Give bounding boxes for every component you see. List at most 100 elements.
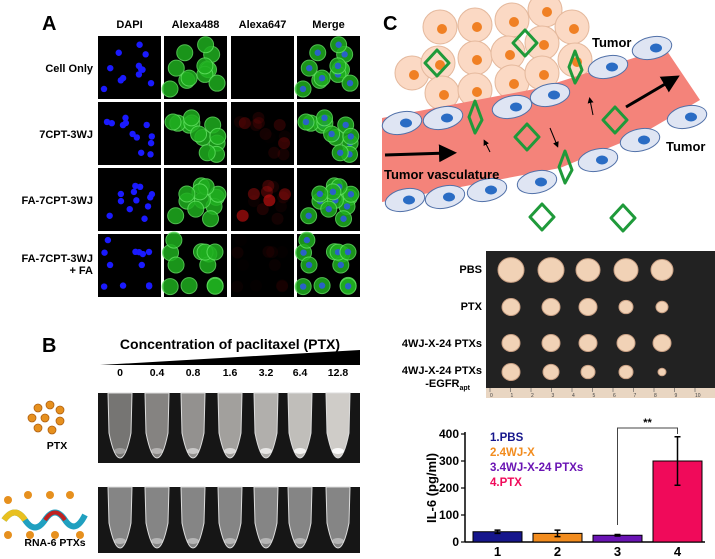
micrograph-dapi <box>98 168 161 231</box>
tumor-specimen <box>501 297 521 317</box>
ruler-label: 7 <box>634 393 637 399</box>
endothelial-cell <box>466 177 508 203</box>
tube <box>107 486 133 549</box>
tumor-specimen <box>613 258 639 282</box>
tube <box>180 486 206 549</box>
flow-arrow-icon <box>549 127 559 148</box>
tumor-specimen <box>578 297 598 317</box>
ruler-label: 0 <box>490 393 493 399</box>
nanoparticle-icon <box>557 149 574 185</box>
ruler-label: 6 <box>613 393 616 399</box>
tumor-specimen <box>537 257 565 283</box>
ruler <box>486 388 715 398</box>
flow-arrow-icon <box>587 97 594 116</box>
ruler-label: 8 <box>654 393 657 399</box>
flow-arrow-icon <box>384 144 457 163</box>
tumor-specimen <box>650 259 674 281</box>
nanoparticle-icon <box>601 105 629 135</box>
concentration-label: 3.2 <box>259 367 274 379</box>
micrograph-merge <box>297 168 360 231</box>
column-header-merge: Merge <box>312 19 344 31</box>
flow-arrow-icon <box>483 139 491 153</box>
tube <box>217 392 243 459</box>
tumor-cell <box>554 9 590 45</box>
micrograph-dapi <box>98 234 161 297</box>
concentration-label: 0 <box>117 367 123 379</box>
micrograph-alexa647 <box>231 36 294 99</box>
nanoparticle-icon <box>511 28 539 58</box>
micrograph-alexa647 <box>231 102 294 165</box>
error-bar <box>614 533 621 537</box>
tumor-specimen <box>541 333 561 353</box>
tube <box>144 486 170 549</box>
tube <box>180 392 206 459</box>
tumor-specimen <box>657 367 667 377</box>
ruler-label: 10 <box>695 393 701 399</box>
row-label-sub: + FA <box>69 265 93 277</box>
tumor-specimen <box>497 257 525 283</box>
concentration-label: 0.4 <box>150 367 165 379</box>
ptx-molecule-icon <box>27 400 65 435</box>
micrograph-merge <box>297 102 360 165</box>
micrograph-merge <box>294 36 360 99</box>
y-tick-label: 100 <box>439 508 459 522</box>
row-label: FA-7CPT-3WJ <box>21 195 93 207</box>
y-tick-label: 300 <box>439 454 459 468</box>
panel-label-c: C <box>383 13 397 35</box>
tumor-cell <box>457 40 493 76</box>
microscopy-grid <box>98 36 360 297</box>
y-tick-label: 0 <box>452 535 459 549</box>
nanoparticle-icon <box>467 99 484 135</box>
legend-entry: 2.4WJ-X <box>490 447 535 459</box>
concentration-label: 12.8 <box>328 367 349 379</box>
ruler-label: 3 <box>552 393 555 399</box>
significance-bracket <box>617 427 678 525</box>
endothelial-cell <box>631 35 673 61</box>
tumor-row-label-4wj-ptxs-egfr: 4WJ-X-24 PTXs <box>402 365 482 377</box>
tumor-cell <box>422 9 458 45</box>
tumor-cell <box>457 7 493 43</box>
micrograph-alexa488 <box>161 36 227 99</box>
tumor-specimen <box>618 364 634 380</box>
panel-label-b: B <box>42 335 56 357</box>
tumor-specimen <box>618 299 634 315</box>
blood-vessel <box>382 48 700 202</box>
endothelial-cell <box>587 54 629 80</box>
tumor-specimen <box>616 333 636 353</box>
micrograph-dapi <box>98 36 161 99</box>
ruler-label: 2 <box>531 393 534 399</box>
tube <box>253 392 279 459</box>
x-tick-label: 2 <box>554 544 561 559</box>
endothelial-cell <box>666 104 708 130</box>
tumor-photo <box>486 251 715 388</box>
nanoparticle-icon <box>609 203 637 233</box>
column-header-dapi: DAPI <box>116 19 142 31</box>
tube <box>287 392 313 459</box>
legend-entry: 3.4WJ-X-24 PTXs <box>490 462 583 474</box>
row-label: Cell Only <box>45 63 94 75</box>
tumor-specimen <box>580 364 596 380</box>
tumor-specimen <box>542 363 560 381</box>
y-axis-label: IL-6 (pg/ml) <box>424 453 439 523</box>
micrograph-dapi <box>98 102 161 165</box>
legend-entry: 4.PTX <box>490 477 522 489</box>
ptx-label: PTX <box>47 440 67 452</box>
micrograph-merge <box>294 231 360 297</box>
endothelial-cell <box>491 94 533 120</box>
endothelial-cell <box>577 147 619 173</box>
rna-6-ptxs-label: RNA-6 PTXs <box>24 537 85 549</box>
x-tick-label: 1 <box>494 544 501 559</box>
tumor-specimen <box>501 362 521 382</box>
endothelial-cell <box>424 184 466 210</box>
concentration-label: 1.6 <box>223 367 238 379</box>
tube <box>287 486 313 549</box>
row-label: 7CPT-3WJ <box>39 129 93 141</box>
endothelial-cell <box>384 187 426 213</box>
ruler-label: 1 <box>511 393 514 399</box>
micrograph-alexa647 <box>231 168 294 231</box>
concentration-label: 6.4 <box>293 367 308 379</box>
tumor-specimen <box>655 300 669 314</box>
tumor-cell <box>494 2 530 38</box>
tumor-cell <box>490 35 526 71</box>
